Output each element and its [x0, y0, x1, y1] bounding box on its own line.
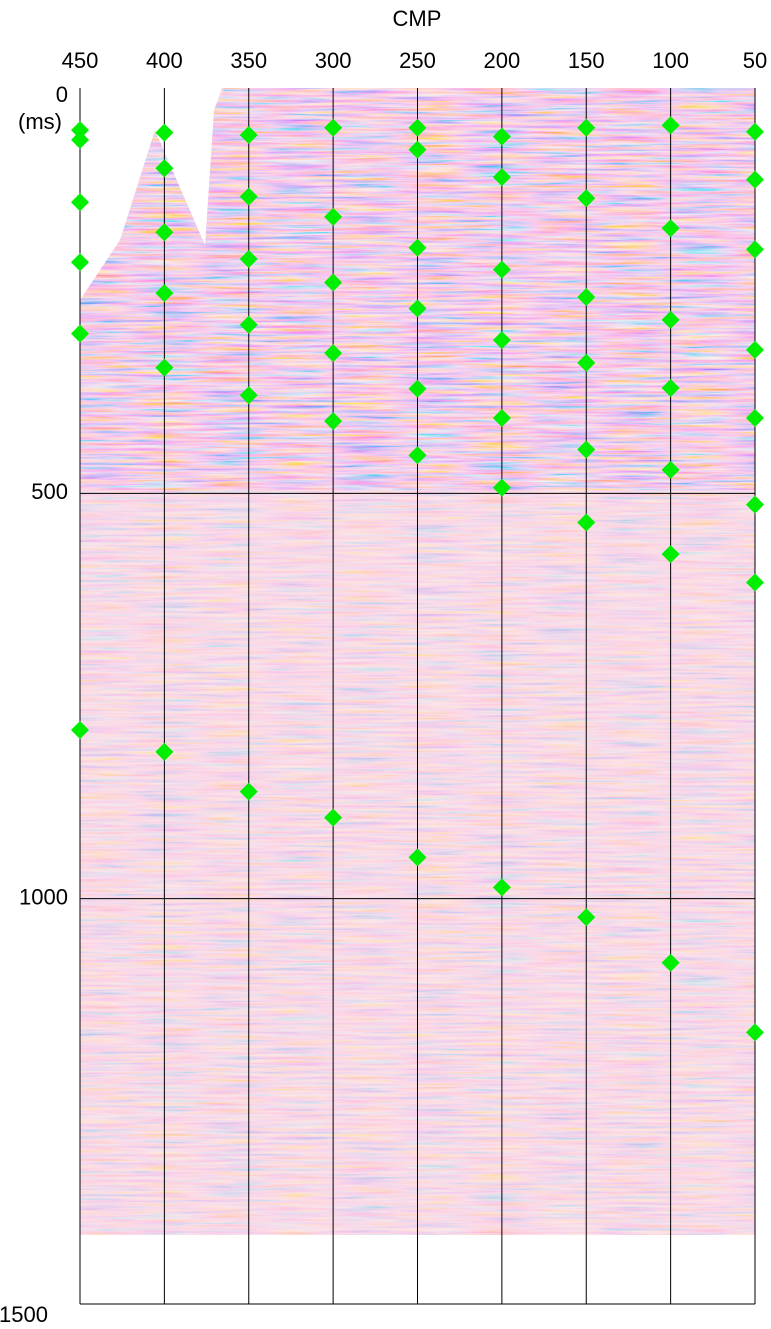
x-tick-label: 350	[230, 48, 267, 73]
pick-marker	[746, 495, 764, 514]
pick-marker	[408, 379, 427, 398]
pick-marker	[746, 170, 764, 189]
x-tick-label: 450	[62, 48, 99, 73]
pick-marker	[239, 187, 258, 206]
pick-marker	[155, 123, 174, 142]
pick-marker	[324, 273, 343, 292]
pick-marker	[155, 284, 174, 303]
y-tick-label: 500	[31, 479, 68, 504]
pick-marker	[492, 331, 511, 350]
pick-marker	[492, 408, 511, 427]
y-tick-label: 1000	[19, 884, 68, 909]
pick-marker	[239, 782, 258, 801]
pick-marker	[71, 324, 89, 343]
pick-marker	[577, 440, 596, 459]
y-tick-label: 0	[56, 82, 68, 107]
pick-marker	[71, 721, 89, 740]
pick-marker	[492, 878, 511, 897]
x-tick-label: 400	[146, 48, 183, 73]
pick-marker	[492, 127, 511, 146]
pick-marker	[155, 742, 174, 761]
pick-marker	[577, 513, 596, 532]
pick-marker	[155, 358, 174, 377]
pick-marker	[408, 848, 427, 867]
x-tick-label: 50	[743, 48, 767, 73]
pick-marker	[661, 116, 680, 135]
pick-marker	[408, 238, 427, 257]
pick-marker	[408, 299, 427, 318]
x-tick-label: 250	[399, 48, 436, 73]
pick-marker	[577, 288, 596, 307]
y-axis-label: (ms)	[18, 109, 62, 134]
pick-marker	[324, 344, 343, 363]
y-tick-label: 1500	[0, 1302, 48, 1327]
x-tick-label: 100	[652, 48, 689, 73]
pick-marker	[661, 378, 680, 397]
pick-marker	[239, 386, 258, 405]
pick-marker	[746, 573, 764, 592]
pick-marker	[155, 223, 174, 242]
pick-marker	[577, 118, 596, 137]
pick-marker	[746, 240, 764, 259]
pick-marker	[239, 126, 258, 145]
pick-marker	[746, 340, 764, 359]
pick-marker	[324, 808, 343, 827]
pick-marker	[324, 412, 343, 431]
x-tick-label: 300	[315, 48, 352, 73]
pick-marker	[661, 219, 680, 238]
pick-marker	[408, 140, 427, 159]
x-tick-label: 150	[568, 48, 605, 73]
pick-marker	[408, 446, 427, 465]
pick-marker	[661, 545, 680, 564]
pick-marker	[71, 130, 89, 149]
pick-marker	[577, 353, 596, 372]
pick-marker	[492, 260, 511, 279]
pick-marker	[492, 168, 511, 187]
pick-marker	[239, 315, 258, 334]
pick-marker	[71, 121, 89, 140]
pick-marker	[746, 122, 764, 141]
pick-marker	[577, 908, 596, 927]
pick-marker	[239, 250, 258, 269]
x-axis-label: CMP	[393, 6, 442, 31]
pick-marker	[71, 253, 89, 272]
pick-marker	[408, 118, 427, 137]
pick-marker	[577, 189, 596, 208]
pick-marker	[71, 193, 89, 212]
pick-marker	[661, 953, 680, 972]
pick-marker	[324, 207, 343, 226]
x-tick-label: 200	[484, 48, 521, 73]
pick-marker	[661, 460, 680, 479]
pick-marker	[661, 310, 680, 329]
pick-marker	[746, 1023, 764, 1042]
pick-marker	[324, 118, 343, 137]
pick-marker	[746, 408, 764, 427]
pick-marker	[492, 478, 511, 497]
pick-marker	[155, 159, 174, 178]
